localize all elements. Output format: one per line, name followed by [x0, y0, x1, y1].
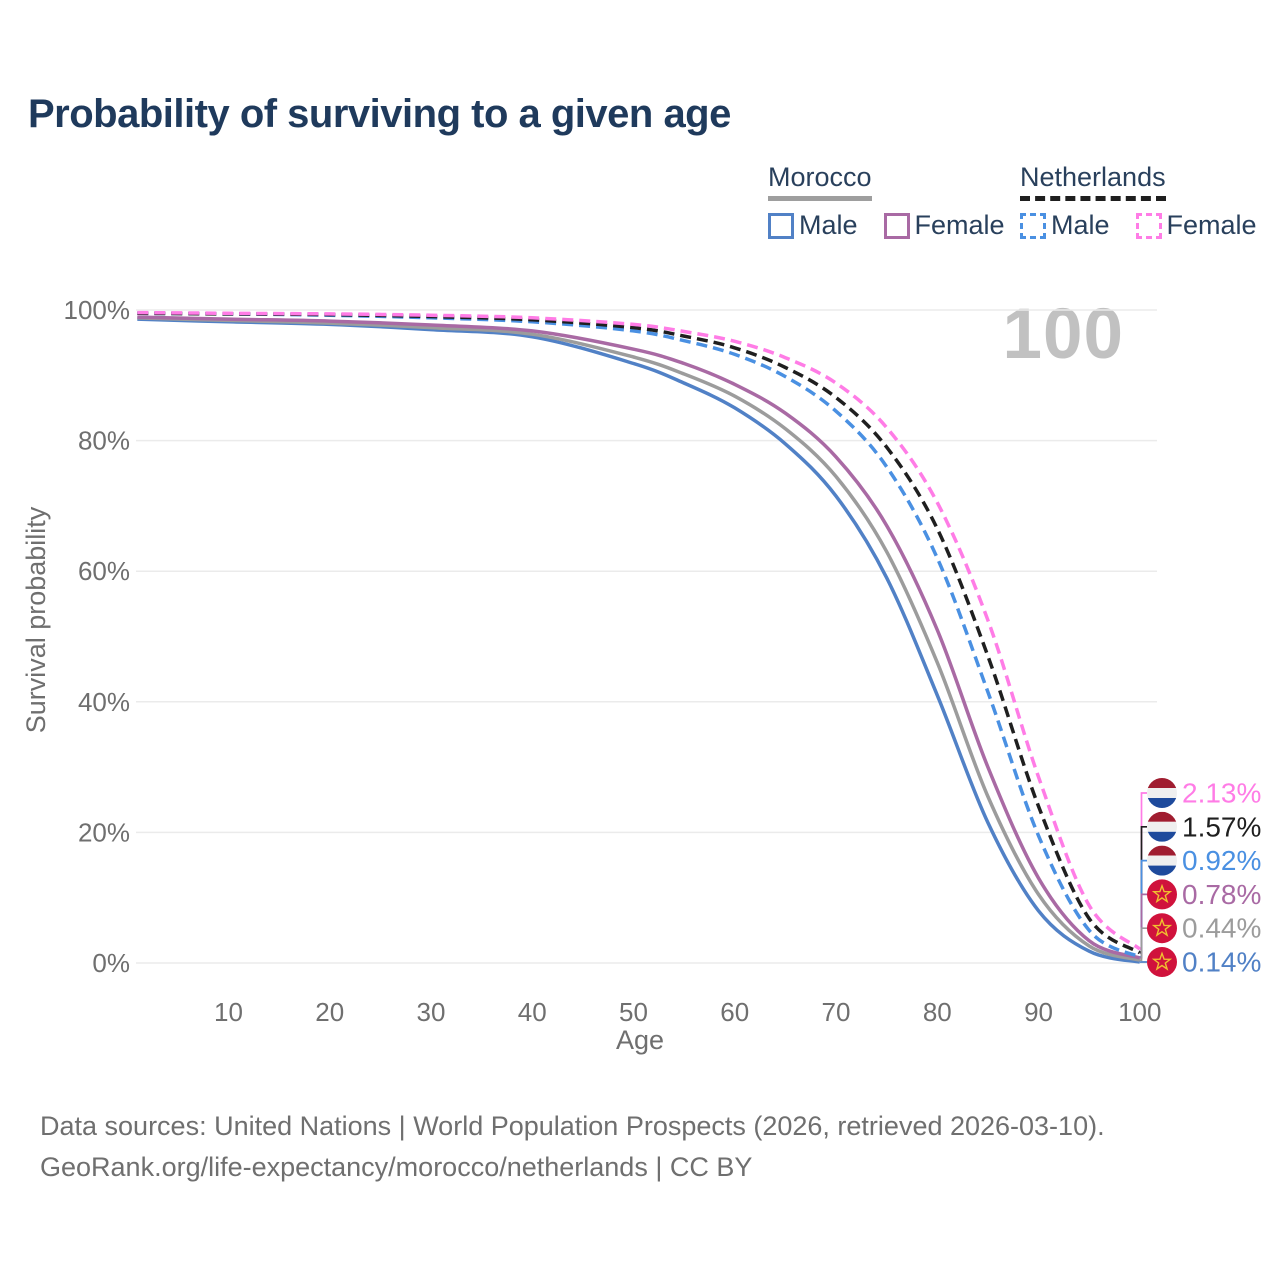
x-tick-label: 60	[720, 997, 749, 1027]
end-label-connector	[1139, 927, 1147, 961]
x-tick-label: 90	[1024, 997, 1053, 1027]
netherlands-male-swatch	[1020, 212, 1046, 239]
end-value-label-netherlands-male: 0.92%	[1182, 845, 1261, 876]
flag-icon-ma-male	[1147, 947, 1177, 977]
x-tick-label: 30	[417, 997, 446, 1027]
y-axis-title: Survival probability	[21, 506, 51, 733]
curve-layer	[137, 310, 1141, 964]
y-tick-label: 40%	[78, 687, 130, 717]
footer-line-attribution: GeoRank.org/life-expectancy/morocco/neth…	[40, 1152, 753, 1182]
series-line-netherlands-female[interactable]	[137, 310, 1141, 951]
legend-group-netherlands: Netherlands Male Female	[1020, 162, 1257, 241]
x-axis-title: Age	[616, 1025, 664, 1055]
series-line-morocco-male[interactable]	[137, 317, 1141, 964]
legend-group-morocco: Morocco Male Female	[768, 162, 1005, 241]
flag-icon-ma-both	[1147, 913, 1177, 944]
series-line-netherlands-both-sexes[interactable]	[137, 311, 1141, 955]
y-tick-label: 80%	[78, 426, 130, 456]
legend-label: Male	[799, 210, 858, 240]
legend-country-morocco[interactable]: Morocco	[768, 162, 872, 201]
end-value-label-netherlands-both-sexes: 1.57%	[1182, 811, 1261, 842]
end-value-label-netherlands-female: 2.13%	[1182, 778, 1261, 809]
x-tick-label: 80	[923, 997, 952, 1027]
hovered-age-watermark: 100	[1002, 295, 1124, 374]
x-tick-label: 20	[315, 997, 344, 1027]
legend-label: Female	[1166, 210, 1257, 240]
y-tick-label: 100%	[64, 295, 131, 325]
series-line-morocco-female[interactable]	[137, 315, 1141, 960]
legend-item-netherlands-male[interactable]: Male	[1020, 210, 1110, 241]
morocco-male-swatch	[768, 212, 794, 239]
flag-icon-nl-female	[1147, 778, 1177, 808]
footer-line-sources: Data sources: United Nations | World Pop…	[40, 1111, 1105, 1141]
x-tick-label: 70	[822, 997, 851, 1027]
x-tick-label: 10	[214, 997, 243, 1027]
data-source-footer: Data sources: United Nations | World Pop…	[40, 1106, 1105, 1188]
legend-label: Female	[914, 210, 1005, 240]
legend-label: Male	[1051, 210, 1110, 240]
legend-item-netherlands-female[interactable]: Female	[1135, 210, 1257, 241]
end-value-label-morocco-male: 0.14%	[1182, 947, 1261, 978]
series-line-netherlands-male[interactable]	[137, 311, 1141, 959]
morocco-female-swatch	[883, 212, 910, 239]
legend-country-netherlands[interactable]: Netherlands	[1020, 162, 1166, 201]
series-line-morocco-both-sexes[interactable]	[137, 316, 1141, 962]
netherlands-female-swatch	[1135, 212, 1162, 239]
axis-title-layer: Age Survival probability	[21, 506, 664, 1055]
flag-icon-nl-both	[1147, 811, 1177, 842]
x-tick-label: 40	[518, 997, 547, 1027]
grid-layer	[136, 309, 1157, 964]
end-value-label-morocco-both-sexes: 0.44%	[1182, 913, 1261, 944]
legend-item-morocco-female[interactable]: Female	[883, 210, 1005, 241]
end-value-label-morocco-female: 0.78%	[1182, 879, 1261, 910]
legend-item-morocco-male[interactable]: Male	[768, 210, 858, 241]
flag-icon-ma-female	[1147, 879, 1177, 910]
axis-tick-layer: 0% 20% 40% 60% 80% 100% 10 20 30 40 50 60 70 80 90 100	[64, 295, 1162, 1027]
x-tick-label: 50	[619, 997, 648, 1027]
y-tick-label: 0%	[92, 948, 130, 978]
x-tick-label: 100	[1118, 997, 1161, 1027]
flag-icon-nl-male	[1147, 845, 1177, 876]
y-tick-label: 60%	[78, 556, 130, 586]
y-tick-label: 20%	[78, 817, 130, 847]
page-title: Probability of surviving to a given age	[28, 92, 731, 136]
end-label-layer: 2.13%1.57%0.92%0.78%0.44%0.14%	[1139, 778, 1261, 978]
